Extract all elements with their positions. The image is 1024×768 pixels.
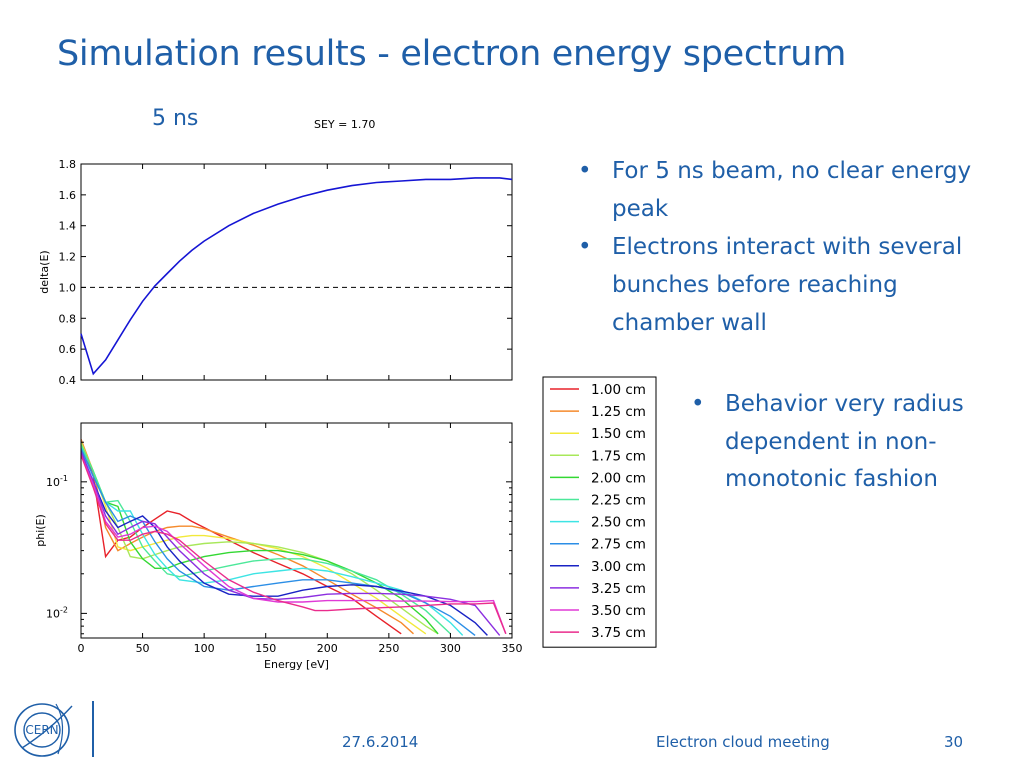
y-tick-label: 1.2 [59, 251, 77, 264]
bullet-item: • Electrons interact with several bunches… [574, 228, 994, 342]
series-line [81, 447, 464, 636]
legend-label: 2.00 cm [591, 470, 646, 486]
bunch-spacing-label: 5 ns [152, 106, 199, 131]
y-tick-label: 1.4 [59, 220, 77, 233]
plot-frame [80, 422, 513, 639]
bullet-icon: • [578, 158, 592, 184]
legend-box [542, 376, 657, 648]
y-tick-exponent: -2 [60, 605, 68, 614]
slide-title: Simulation results - electron energy spe… [57, 34, 846, 74]
bullet-list-bottom: • Behavior very radius dependent in non-m… [687, 386, 1007, 499]
series-line [81, 444, 451, 635]
series-line [81, 439, 414, 635]
x-tick-label: 300 [440, 642, 461, 655]
y-tick-exponent: -1 [60, 474, 68, 483]
series-line [81, 441, 427, 635]
x-tick-label: 100 [194, 642, 215, 655]
series-line [81, 447, 476, 636]
x-axis-label: Energy [eV] [264, 658, 329, 671]
y-axis-label: delta(E) [38, 250, 51, 293]
bullet-item: • For 5 ns beam, no clear energy peak [574, 152, 994, 228]
x-tick-label: 50 [136, 642, 150, 655]
y-tick-label: 10-2 [46, 605, 68, 620]
legend-label: 1.75 cm [591, 448, 646, 464]
y-tick-label: 1.0 [59, 281, 77, 294]
y-tick-label: 1.6 [59, 189, 77, 202]
series-line [81, 451, 501, 636]
series-line [81, 444, 439, 635]
legend-label: 3.75 cm [591, 625, 646, 641]
legend-label: 3.00 cm [591, 559, 646, 575]
legend-label: 2.25 cm [591, 493, 646, 509]
legend-label: 3.25 cm [591, 581, 646, 597]
series-line [80, 177, 513, 376]
logo-divider [92, 701, 94, 757]
y-tick-label: 0.6 [59, 343, 77, 356]
x-tick-label: 200 [317, 642, 338, 655]
y-tick-label: 1.8 [59, 158, 77, 171]
y-tick-label: 0.4 [59, 374, 77, 387]
footer-date: 27.6.2014 [342, 733, 419, 751]
x-tick-label: 150 [255, 642, 276, 655]
series-line [81, 454, 507, 635]
logo-text: CERN [25, 723, 58, 737]
y-axis-label: phi(E) [34, 514, 47, 547]
series-line [81, 441, 439, 635]
series-line [81, 439, 402, 635]
chart-legend: 1.00 cm 1.25 cm 1.50 cm 1.75 cm 2.00 cm 2.25 … [542, 376, 657, 648]
phi-chart: 0 50 100 150 200 250 300 350 10-1 10-2 Energy [eV]… [34, 422, 523, 671]
page-number: 30 [944, 733, 964, 751]
bullet-list-top: • For 5 ns beam, no clear energy peak • El… [574, 152, 994, 342]
x-tick-label: 250 [378, 642, 399, 655]
y-tick-label: 10-1 [46, 474, 68, 489]
bullet-text: For 5 ns beam, no clear energy peak [612, 158, 972, 222]
x-tick-label: 350 [502, 642, 523, 655]
legend-label: 1.25 cm [591, 404, 646, 420]
y-tick-label: 0.8 [59, 312, 77, 325]
cern-logo-icon: CERN [14, 703, 73, 757]
series-line [81, 451, 488, 636]
bullet-icon: • [578, 234, 592, 260]
plot-frame [80, 163, 513, 381]
legend-label: 1.50 cm [591, 426, 646, 442]
legend-label: 1.00 cm [591, 382, 646, 398]
sey-label: SEY = 1.70 [314, 118, 376, 131]
bullet-icon: • [691, 391, 705, 417]
bullet-text: Behavior very radius dependent in non-mo… [725, 391, 964, 492]
legend-label: 2.75 cm [591, 537, 646, 553]
delta-chart: 0.4 0.6 0.8 1.0 1.2 1.4 1.6 1.8 delta(E) [38, 158, 513, 387]
legend-label: 2.50 cm [591, 515, 646, 531]
x-tick-label: 0 [78, 642, 85, 655]
bullet-text: Electrons interact with several bunches … [612, 234, 963, 336]
legend-label: 3.50 cm [591, 603, 646, 619]
bullet-item: • Behavior very radius dependent in non-m… [687, 386, 1007, 499]
footer-meeting: Electron cloud meeting [656, 733, 830, 751]
series-line [81, 454, 507, 635]
